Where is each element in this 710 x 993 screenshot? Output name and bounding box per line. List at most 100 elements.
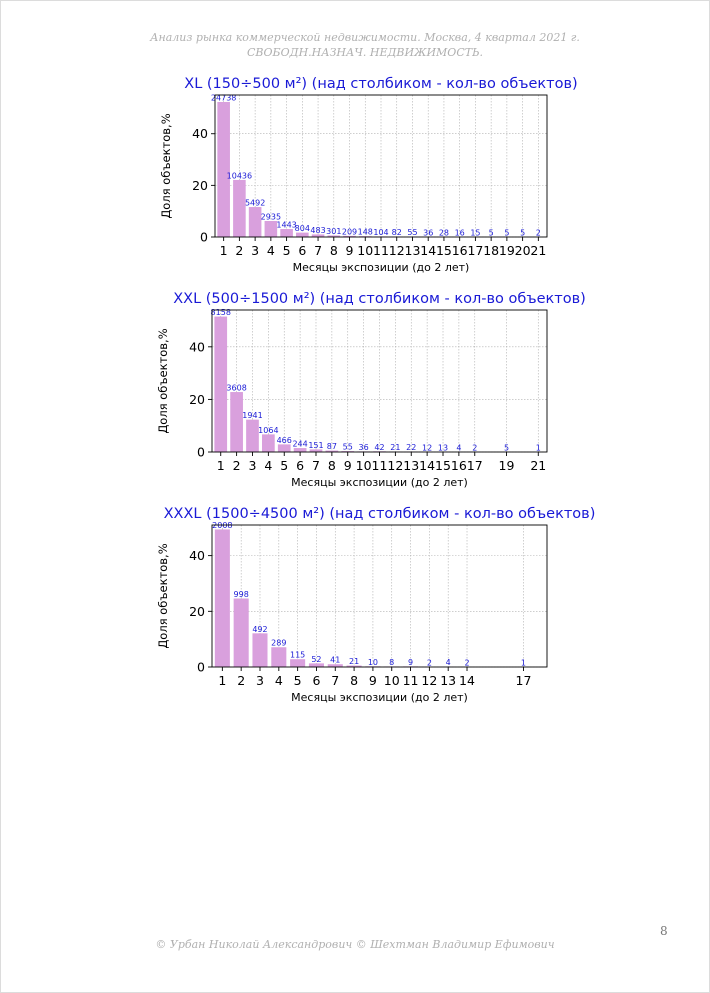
y-tick-label: 0 [197,445,205,460]
bar [290,659,306,667]
x-tick-label: 20 [515,243,531,258]
chart-xl: XL (150÷500 м²) (над столбиком - кол-во … [159,76,578,274]
bar-value-label: 9 [408,658,413,667]
bar-value-label: 52 [311,655,321,664]
bar-value-label: 12 [422,443,432,452]
bar-value-label: 2 [536,228,541,237]
bar-value-label: 5 [520,228,525,237]
x-tick-label: 14 [420,243,436,258]
bar [325,450,339,452]
x-tick-label: 10 [384,673,400,688]
bar-value-label: 5492 [245,199,265,208]
x-axis-label: Месяцы экспозиции (до 2 лет) [291,476,468,489]
x-tick-label: 12 [387,458,403,473]
bar-value-label: 151 [308,441,323,450]
bar-value-label: 2 [427,658,432,667]
bar-value-label: 82 [392,228,402,237]
bar-value-label: 36 [423,228,433,237]
y-tick-label: 40 [192,126,208,141]
y-axis-label: Доля объектов,% [156,328,170,433]
bar-value-label: 10 [368,658,378,667]
chart-title: XL (150÷500 м²) (над столбиком - кол-во … [184,76,577,92]
x-tick-label: 4 [264,458,272,473]
bar-value-label: 8158 [211,308,231,317]
x-tick-label: 12 [421,673,437,688]
bar-value-label: 22 [406,443,416,452]
bar-value-label: 3608 [226,384,246,393]
x-tick-label: 19 [499,458,515,473]
x-tick-label: 11 [372,458,388,473]
x-tick-label: 3 [249,458,257,473]
chart-xxxl: XXXL (1500÷4500 м²) (над столбиком - кол… [156,506,596,704]
bar-value-label: 1 [521,658,526,667]
bar-value-label: 5 [504,228,509,237]
bar-value-label: 21 [390,443,400,452]
page-footer: © Урбан Николай Александрович © Шехтман … [155,938,555,951]
bar-value-label: 301 [326,227,341,236]
bar-value-label: 115 [290,651,305,660]
x-tick-label: 11 [403,673,419,688]
chart-title: XXXL (1500÷4500 м²) (над столбиком - кол… [164,506,596,522]
bar [327,235,341,237]
x-tick-label: 6 [312,673,320,688]
bar [343,235,356,237]
bar-value-label: 5 [489,228,494,237]
bar [327,664,343,667]
x-tick-label: 17 [516,673,532,688]
x-tick-label: 6 [298,243,306,258]
x-tick-label: 10 [356,458,372,473]
bar-value-label: 466 [277,436,292,445]
bar-value-label: 13 [438,443,448,452]
x-tick-label: 4 [275,673,283,688]
x-tick-label: 1 [220,243,228,258]
x-tick-label: 9 [344,458,352,473]
y-tick-label: 40 [189,339,205,354]
bar [346,665,362,667]
bar-value-label: 1064 [258,426,278,435]
x-axis-label: Месяцы экспозиции (до 2 лет) [291,691,468,704]
bar [233,179,246,237]
bar [309,449,323,452]
bar-value-label: 28 [439,228,449,237]
x-tick-label: 13 [405,243,421,258]
x-tick-label: 13 [440,673,456,688]
y-tick-label: 0 [197,660,205,675]
x-axis-label: Месяцы экспозиции (до 2 лет) [293,261,470,274]
x-tick-label: 8 [330,243,338,258]
bar-value-label: 5 [504,443,509,452]
x-tick-label: 5 [283,243,291,258]
bar [308,663,324,667]
y-tick-label: 20 [189,604,205,619]
bar-value-label: 4 [446,658,451,667]
bar [280,228,293,237]
bar-value-label: 16 [455,228,465,237]
bar-value-label: 2008 [212,521,232,530]
x-tick-label: 7 [314,243,322,258]
x-tick-label: 12 [389,243,405,258]
bar [271,647,287,667]
bar-value-label: 21 [349,657,359,666]
bar-value-label: 55 [343,443,353,452]
bar-value-label: 2 [472,443,477,452]
x-tick-label: 3 [256,673,264,688]
bar-value-label: 87 [327,442,337,451]
x-tick-label: 7 [331,673,339,688]
bar-value-label: 42 [374,443,384,452]
bar [214,316,228,452]
bar-value-label: 148 [358,228,373,237]
bar-value-label: 36 [359,443,369,452]
bar-value-label: 289 [271,639,286,648]
bar [293,448,307,452]
x-tick-label: 15 [435,458,451,473]
bar-value-label: 24738 [211,93,236,102]
x-tick-label: 3 [251,243,259,258]
bar-value-label: 492 [252,625,267,634]
x-tick-label: 16 [452,243,468,258]
x-tick-label: 14 [419,458,435,473]
bar [248,207,262,237]
y-tick-label: 40 [189,548,205,563]
bar-value-label: 8 [389,658,394,667]
x-tick-label: 21 [530,458,546,473]
x-tick-label: 14 [459,673,475,688]
y-tick-label: 20 [192,178,208,193]
